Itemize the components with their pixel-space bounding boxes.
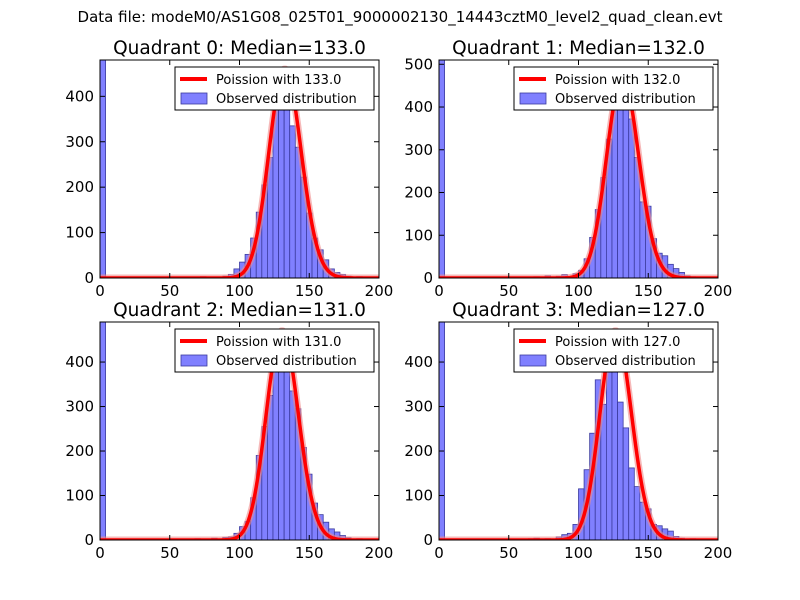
x-tick-label: 0 — [434, 282, 444, 300]
y-tick-label: 200 — [65, 442, 94, 460]
quadrant-2-title: Quadrant 2: Median=131.0 — [113, 300, 366, 321]
y-tick-label: 100 — [404, 487, 433, 505]
x-tick-label: 0 — [95, 282, 105, 300]
legend-curve-label: Poission with 131.0 — [216, 335, 341, 350]
y-tick-label: 400 — [404, 353, 433, 371]
legend-bar-swatch — [180, 354, 208, 367]
legend-bar-label: Observed distribution — [555, 354, 696, 369]
quadrant-0-bar — [278, 86, 285, 278]
legend-box — [174, 328, 375, 373]
x-tick-label: 100 — [564, 544, 593, 562]
x-tick-label: 200 — [365, 282, 394, 300]
y-tick-label: 0 — [84, 269, 94, 287]
x-tick-label: 50 — [499, 282, 518, 300]
x-tick-label: 150 — [295, 282, 324, 300]
quadrant-0-title: Quadrant 0: Median=133.0 — [113, 38, 366, 59]
quadrant-3-bar — [611, 357, 618, 540]
y-tick-label: 300 — [404, 398, 433, 416]
x-tick-label: 0 — [434, 544, 444, 562]
quadrant-3-bar — [633, 486, 641, 540]
x-tick-label: 200 — [704, 282, 733, 300]
quadrant-3-legend: Poission with 127.0 Observed distribution — [513, 328, 714, 373]
y-tick-label: 0 — [423, 269, 433, 287]
quadrant-2-bar — [278, 360, 285, 540]
legend-curve-label: Poission with 133.0 — [216, 73, 341, 88]
quadrant-0-bar — [289, 125, 296, 278]
y-tick-label: 300 — [404, 141, 433, 159]
legend-bar-swatch — [519, 354, 547, 367]
quadrant-3-bar — [628, 467, 635, 540]
y-tick-label: 400 — [65, 87, 94, 105]
legend-bar-swatch — [180, 92, 208, 105]
x-tick-label: 50 — [160, 282, 179, 300]
y-tick-label: 400 — [404, 98, 433, 116]
y-tick-label: 0 — [84, 531, 94, 549]
quadrant-3-bar — [617, 401, 624, 540]
legend-bar-label: Observed distribution — [555, 92, 696, 107]
legend-bar-swatch — [519, 92, 547, 105]
quadrant-1-bar — [617, 85, 624, 278]
quadrant-0-panel: 0 50 100 150 200 0 100 200 300 400 Quadrant 0: Med… — [65, 38, 393, 300]
y-tick-label: 100 — [65, 487, 94, 505]
x-tick-label: 50 — [160, 544, 179, 562]
y-tick-label: 200 — [404, 184, 433, 202]
quadrant-3-title: Quadrant 3: Median=127.0 — [452, 300, 705, 321]
legend-bar-label: Observed distribution — [216, 92, 357, 107]
y-tick-label: 300 — [65, 398, 94, 416]
quadrant-0-bar — [283, 105, 291, 278]
x-tick-label: 200 — [704, 544, 733, 562]
x-tick-label: 200 — [365, 544, 394, 562]
quadrant-3-poisson-curve — [439, 329, 718, 540]
legend-bar-label: Observed distribution — [216, 354, 357, 369]
quadrant-1-bar — [622, 104, 630, 278]
x-tick-label: 100 — [225, 282, 254, 300]
x-tick-label: 150 — [295, 544, 324, 562]
quadrant-1-title: Quadrant 1: Median=132.0 — [452, 38, 705, 59]
quadrant-2-legend: Poission with 131.0 Observed distribution — [174, 328, 375, 373]
x-tick-label: 50 — [499, 544, 518, 562]
y-tick-label: 300 — [65, 133, 94, 151]
quadrant-2-bar — [100, 322, 106, 540]
figure-suptitle: Data file: modeM0/AS1G08_025T01_90000021… — [77, 8, 723, 26]
quadrant-3-bar — [439, 322, 445, 540]
quadrant-0-bar — [100, 60, 106, 278]
legend-curve-label: Poission with 127.0 — [555, 335, 680, 350]
x-tick-label: 150 — [634, 282, 663, 300]
x-tick-label: 100 — [564, 282, 593, 300]
y-tick-label: 500 — [404, 55, 433, 73]
quadrant-2-panel: 0 50 100 150 200 0 100 200 300 400 Quadrant 2: Med… — [65, 300, 393, 562]
y-tick-label: 100 — [404, 226, 433, 244]
quadrant-0-legend: Poission with 133.0 Observed distribution — [174, 66, 375, 111]
legend-box — [513, 66, 714, 111]
quadrant-1-bar — [439, 60, 445, 278]
y-tick-label: 200 — [65, 178, 94, 196]
quadrant-1-legend: Poission with 132.0 Observed distribution — [513, 66, 714, 111]
legend-curve-label: Poission with 132.0 — [555, 73, 680, 88]
quadrant-1-panel: 0 50 100 150 200 0 100 200 300 400 500 Quadrant 1: … — [404, 38, 732, 300]
quadrant-2-bar — [283, 371, 291, 540]
legend-box — [513, 328, 714, 373]
y-tick-label: 200 — [404, 442, 433, 460]
quadrant-3-panel: 0 50 100 150 200 0 100 200 300 400 Quadrant 3: Med… — [404, 300, 732, 562]
x-tick-label: 100 — [225, 544, 254, 562]
legend-box — [174, 66, 375, 111]
x-tick-label: 150 — [634, 544, 663, 562]
y-tick-label: 400 — [65, 353, 94, 371]
quadrant-3-bar — [622, 427, 630, 540]
y-tick-label: 0 — [423, 531, 433, 549]
quadrant-3-plot-area — [439, 322, 718, 540]
x-tick-label: 0 — [95, 544, 105, 562]
quadrant-2-bar — [289, 390, 296, 540]
y-tick-label: 100 — [65, 224, 94, 242]
